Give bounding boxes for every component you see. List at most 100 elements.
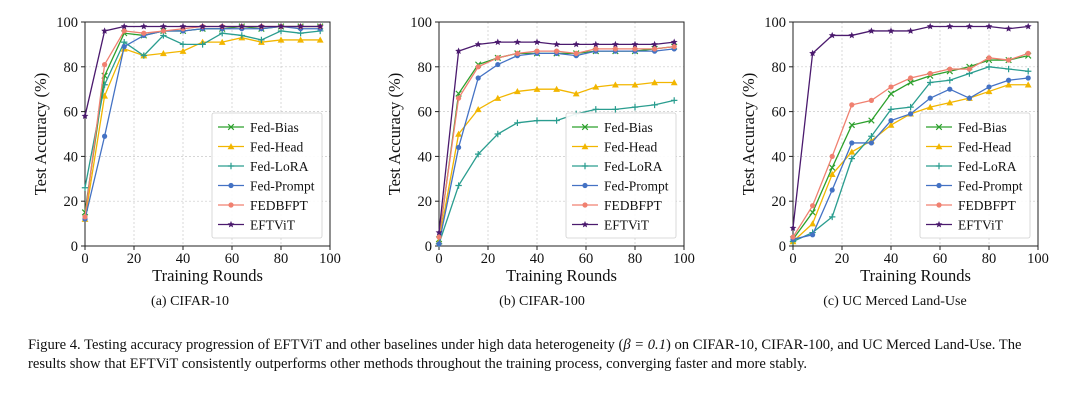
data-point-fed-lora — [907, 103, 914, 111]
data-point-fed-prompt — [849, 140, 855, 146]
x-tick-label: 0 — [81, 251, 88, 267]
data-point-fed-head — [670, 79, 678, 86]
data-point-fed-bias — [848, 121, 856, 129]
legend-marker-fed-prompt — [228, 182, 234, 189]
data-point-fedbfpt — [966, 66, 973, 72]
legend-marker-fed-lora — [581, 162, 589, 170]
data-point-fed-lora — [651, 101, 658, 109]
data-point-fedbfpt — [102, 61, 108, 68]
y-axis-label: Test Accuracy (%) — [385, 73, 404, 196]
y-tick-label: 40 — [64, 149, 79, 165]
data-point-fedbfpt — [849, 102, 855, 108]
data-point-fedbfpt — [141, 30, 147, 36]
data-point-fedbfpt — [868, 97, 875, 103]
data-point-fed-head — [277, 36, 285, 43]
data-point-fed-lora — [455, 182, 462, 189]
data-point-fed-prompt — [102, 133, 108, 139]
data-point-eftvit — [553, 40, 561, 48]
x-tick-label: 100 — [319, 251, 341, 267]
data-point-fedbfpt — [612, 46, 619, 52]
series-eftvit — [81, 22, 324, 119]
series-fedbfpt — [790, 50, 1031, 240]
data-point-fed-head — [533, 85, 541, 92]
legend-marker-eftvit — [581, 220, 589, 228]
data-point-fedbfpt — [908, 75, 914, 81]
data-point-fed-prompt — [986, 84, 992, 90]
data-point-fed-head — [612, 81, 619, 88]
legend-marker-fedbfpt — [582, 202, 588, 208]
series-fed-head — [435, 79, 678, 245]
data-point-fed-lora — [887, 106, 895, 113]
legend-marker-eftvit — [935, 220, 943, 228]
legend-label-fed-prompt: Fed-Prompt — [250, 179, 315, 194]
y-tick-label: 0 — [779, 239, 786, 255]
legend-marker-fed-bias — [581, 123, 589, 131]
caption-text-before: Figure 4. Testing accuracy progression o… — [28, 337, 624, 353]
legend-label-fedbfpt: FEDBFPT — [958, 198, 1017, 213]
legend-marker-fed-bias — [227, 123, 235, 131]
legend-label-fed-head: Fed-Head — [604, 140, 657, 155]
series-eftvit — [789, 22, 1032, 231]
data-point-fed-prompt — [868, 140, 875, 146]
legend-label-fed-bias: Fed-Bias — [958, 120, 1007, 135]
x-tick-label: 60 — [225, 251, 240, 267]
y-tick-label: 40 — [418, 149, 433, 165]
y-tick-label: 80 — [64, 60, 79, 76]
data-point-eftvit — [651, 40, 659, 48]
data-point-fed-prompt — [927, 95, 933, 101]
data-point-fed-lora — [475, 150, 482, 158]
data-point-eftvit — [533, 38, 541, 46]
data-point-eftvit — [494, 38, 502, 46]
y-tick-label: 100 — [764, 15, 786, 31]
data-point-eftvit — [828, 31, 836, 39]
data-point-fed-lora — [612, 106, 619, 113]
data-point-eftvit — [435, 228, 443, 236]
data-point-fed-prompt — [966, 95, 973, 101]
data-point-fed-bias — [887, 90, 895, 97]
data-point-eftvit — [907, 27, 915, 34]
data-point-eftvit — [946, 22, 954, 30]
legend-marker-eftvit — [227, 220, 235, 228]
legend-label-fedbfpt: FEDBFPT — [604, 198, 663, 213]
data-point-fedbfpt — [947, 66, 953, 72]
data-point-fed-bias — [809, 209, 816, 216]
legend: Fed-Bias Fed-Head Fed-LoRA Fed-Prompt FEDBFP… — [211, 112, 323, 239]
data-point-eftvit — [809, 49, 817, 57]
data-point-eftvit — [926, 22, 934, 30]
data-point-eftvit — [1005, 25, 1013, 32]
y-tick-label: 60 — [64, 105, 79, 121]
data-point-fedbfpt — [514, 50, 521, 56]
legend-marker-fed-head — [227, 143, 235, 150]
data-point-fed-head — [179, 47, 187, 54]
data-point-fed-prompt — [475, 75, 481, 81]
legend-box — [919, 112, 1031, 239]
data-point-fed-head — [160, 49, 167, 57]
data-point-fedbfpt — [671, 44, 677, 50]
data-point-fedbfpt — [986, 55, 992, 61]
y-tick-label: 0 — [71, 239, 78, 255]
y-tick-label: 80 — [418, 60, 433, 76]
data-point-fed-prompt — [829, 187, 835, 193]
data-point-fed-prompt — [1006, 77, 1012, 83]
data-point-fed-prompt — [456, 144, 462, 151]
data-point-fed-head — [553, 85, 560, 92]
x-tick-label: 80 — [628, 251, 643, 267]
data-point-fed-head — [1005, 81, 1012, 88]
chart-panel-1: 0 20 40 60 80 100 0 20 40 60 80 100 Training Rounds T… — [31, 15, 341, 285]
x-axis-label: Training Rounds — [860, 266, 971, 285]
data-point-fed-head — [828, 170, 836, 178]
plot-frame — [438, 21, 685, 247]
legend-box — [211, 112, 323, 239]
data-point-fed-lora — [1025, 68, 1032, 75]
data-point-eftvit — [199, 22, 207, 30]
data-point-fed-head — [592, 83, 600, 90]
data-point-fedbfpt — [495, 55, 501, 61]
data-point-fed-lora — [553, 117, 560, 124]
data-point-eftvit — [965, 22, 973, 30]
data-point-fed-head — [926, 103, 934, 110]
data-point-fed-lora — [592, 106, 599, 113]
data-point-fed-head — [297, 36, 304, 43]
data-point-eftvit — [789, 224, 797, 231]
data-point-fedbfpt — [534, 48, 540, 54]
legend-marker-fed-lora — [935, 162, 943, 170]
